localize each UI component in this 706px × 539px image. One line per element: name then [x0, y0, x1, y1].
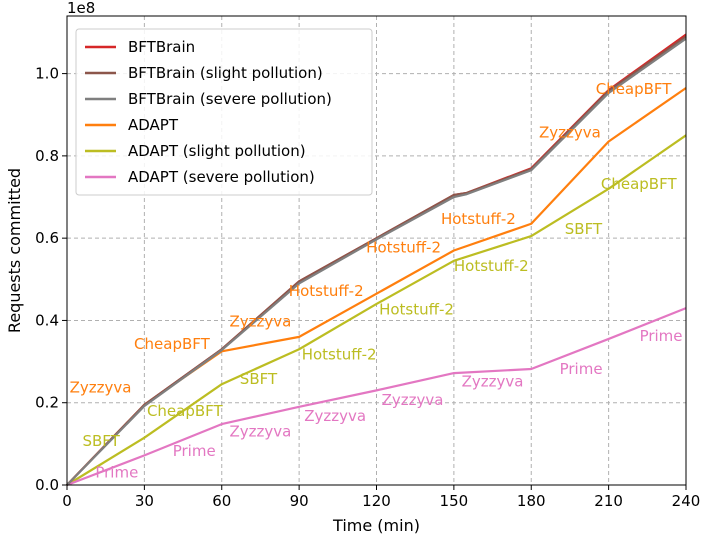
series-line-2: [66, 37, 687, 486]
axis-ticks: 0 30 60 90 120 150 180 210 240 0.0 0.2 0.4 0.6 0.8 1.0: [35, 65, 700, 510]
legend-entry: ADAPT (severe pollution): [128, 168, 315, 186]
x-tick-label: 180: [517, 492, 546, 510]
annotation-label: Hotstuff-2: [289, 282, 364, 300]
legend-entry: BFTBrain (severe pollution): [128, 90, 332, 108]
x-tick-label: 210: [594, 492, 623, 510]
annotation-label: Prime: [95, 464, 138, 482]
annotation-label: CheapBFT: [147, 402, 224, 420]
annotation-label: Zyzzyva: [462, 372, 524, 390]
x-tick-label: 0: [62, 492, 72, 510]
annotation-label: Prime: [560, 360, 603, 378]
x-tick-label: 150: [440, 492, 469, 510]
y-tick-label: 0.0: [35, 476, 59, 494]
y-tick-label: 0.8: [35, 147, 59, 165]
legend-entry: BFTBrain (slight pollution): [128, 64, 323, 82]
y-tick-label: 0.6: [35, 229, 59, 247]
y-axis-label: Requests committed: [5, 168, 24, 333]
series-line-4: [66, 134, 687, 486]
legend: BFTBrain BFTBrain (slight pollution) BFTBr…: [75, 28, 373, 196]
annotation-label: CheapBFT: [134, 335, 211, 353]
series-line-5: [66, 307, 687, 487]
annotation-label: SBFT: [240, 370, 278, 388]
annotation-label: Hotstuff-2: [366, 239, 441, 257]
annotations: ZyzzyvaCheapBFTZyzzyvaHotstuff-2Hotstuff…: [70, 80, 683, 481]
x-tick-label: 60: [212, 492, 231, 510]
annotation-label: Hotstuff-2: [302, 346, 377, 364]
annotation-label: Zyzzyva: [539, 123, 601, 141]
y-tick-label: 0.4: [35, 311, 59, 329]
y-offset-label: 1e8: [67, 0, 95, 17]
legend-entry: ADAPT: [128, 116, 179, 134]
annotation-label: SBFT: [565, 220, 603, 238]
annotation-label: SBFT: [82, 432, 120, 450]
annotation-label: Zyzzyva: [304, 407, 366, 425]
annotation-label: Hotstuff-2: [441, 210, 516, 228]
y-tick-label: 1.0: [35, 65, 59, 83]
series-lines: [66, 33, 687, 487]
x-tick-label: 90: [290, 492, 309, 510]
annotation-label: Hotstuff-2: [379, 300, 454, 318]
legend-entry: ADAPT (slight pollution): [128, 142, 306, 160]
legend-box: [75, 28, 373, 196]
x-tick-label: 120: [362, 492, 391, 510]
y-tick-label: 0.2: [35, 394, 59, 412]
x-tick-label: 30: [135, 492, 154, 510]
annotation-label: Zyzzyva: [382, 391, 444, 409]
x-axis-label: Time (min): [332, 516, 420, 535]
annotation-label: Hotstuff-2: [454, 257, 529, 275]
annotation-label: Prime: [173, 442, 216, 460]
annotation-label: Zyzzyva: [70, 378, 132, 396]
annotation-label: CheapBFT: [596, 80, 673, 98]
annotation-label: Prime: [640, 327, 683, 345]
x-tick-label: 240: [672, 492, 701, 510]
legend-entry: BFTBrain: [128, 38, 195, 56]
annotation-label: Zyzzyva: [229, 313, 291, 331]
annotation-label: CheapBFT: [601, 175, 678, 193]
annotation-label: Zyzzyva: [229, 422, 291, 440]
